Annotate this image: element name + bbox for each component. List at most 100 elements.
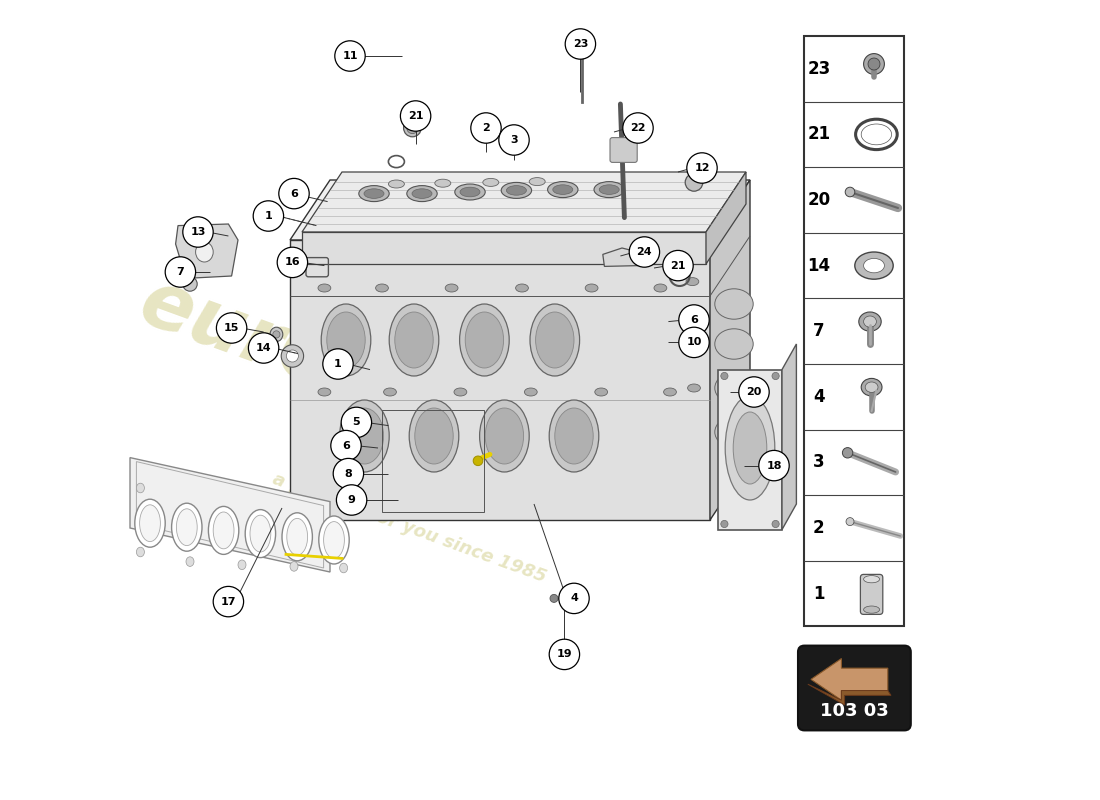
Ellipse shape — [715, 329, 754, 359]
Circle shape — [217, 313, 246, 343]
Ellipse shape — [550, 594, 558, 602]
Text: 22: 22 — [630, 123, 646, 133]
Ellipse shape — [208, 506, 239, 554]
Ellipse shape — [663, 388, 676, 396]
Circle shape — [565, 29, 595, 59]
Ellipse shape — [485, 408, 524, 464]
Ellipse shape — [321, 304, 371, 376]
Text: 4: 4 — [813, 388, 825, 406]
Polygon shape — [718, 370, 782, 530]
Polygon shape — [807, 684, 891, 705]
Text: 24: 24 — [637, 247, 652, 257]
Ellipse shape — [359, 186, 389, 202]
Ellipse shape — [460, 304, 509, 376]
Polygon shape — [130, 458, 330, 572]
Text: 103 03: 103 03 — [820, 702, 889, 720]
Ellipse shape — [654, 284, 667, 292]
Ellipse shape — [465, 312, 504, 368]
Circle shape — [549, 639, 580, 670]
Text: 23: 23 — [573, 39, 588, 49]
Text: 19: 19 — [557, 650, 572, 659]
FancyBboxPatch shape — [798, 646, 911, 730]
Polygon shape — [782, 344, 796, 530]
Ellipse shape — [720, 520, 728, 528]
Text: 1: 1 — [334, 359, 342, 369]
Ellipse shape — [364, 189, 384, 198]
Text: 5: 5 — [353, 418, 360, 427]
Ellipse shape — [183, 277, 197, 291]
Ellipse shape — [286, 350, 298, 362]
Text: 4: 4 — [570, 594, 578, 603]
Polygon shape — [302, 232, 706, 264]
Ellipse shape — [861, 378, 882, 396]
Ellipse shape — [273, 331, 280, 338]
Ellipse shape — [846, 518, 854, 526]
Text: 18: 18 — [767, 461, 782, 470]
Ellipse shape — [502, 182, 531, 198]
Circle shape — [686, 153, 717, 183]
Ellipse shape — [868, 58, 880, 70]
Ellipse shape — [415, 408, 453, 464]
Circle shape — [213, 586, 243, 617]
Polygon shape — [176, 224, 238, 278]
Ellipse shape — [136, 483, 144, 493]
Ellipse shape — [772, 520, 779, 528]
Ellipse shape — [270, 327, 283, 342]
Text: 2: 2 — [482, 123, 490, 133]
Circle shape — [400, 101, 431, 131]
Ellipse shape — [553, 185, 573, 194]
Ellipse shape — [595, 388, 607, 396]
Ellipse shape — [864, 316, 877, 327]
Ellipse shape — [480, 400, 529, 472]
FancyBboxPatch shape — [610, 138, 637, 162]
Polygon shape — [706, 172, 746, 264]
Ellipse shape — [282, 513, 312, 561]
Ellipse shape — [483, 178, 498, 186]
Ellipse shape — [715, 373, 754, 403]
Circle shape — [333, 458, 364, 489]
Text: 21: 21 — [408, 111, 424, 121]
Ellipse shape — [136, 547, 144, 557]
Text: 10: 10 — [686, 338, 702, 347]
Ellipse shape — [290, 562, 298, 571]
Ellipse shape — [404, 119, 421, 137]
Text: 11: 11 — [342, 51, 358, 61]
Ellipse shape — [548, 182, 578, 198]
Text: 21: 21 — [807, 126, 830, 143]
Ellipse shape — [140, 505, 161, 542]
Circle shape — [559, 583, 590, 614]
Circle shape — [253, 201, 284, 231]
Ellipse shape — [327, 312, 365, 368]
Ellipse shape — [686, 278, 698, 286]
Ellipse shape — [715, 417, 754, 447]
Ellipse shape — [688, 384, 701, 392]
Ellipse shape — [407, 186, 437, 202]
FancyBboxPatch shape — [860, 574, 883, 614]
Circle shape — [679, 327, 710, 358]
Text: 1: 1 — [264, 211, 273, 221]
Circle shape — [165, 257, 196, 287]
Circle shape — [759, 450, 789, 481]
Polygon shape — [302, 172, 746, 232]
Text: 3: 3 — [813, 454, 825, 471]
Ellipse shape — [859, 312, 881, 331]
Text: 6: 6 — [290, 189, 298, 198]
Circle shape — [629, 237, 660, 267]
Circle shape — [341, 407, 372, 438]
Ellipse shape — [864, 606, 880, 614]
Text: 21: 21 — [670, 261, 685, 270]
Circle shape — [334, 41, 365, 71]
Ellipse shape — [861, 124, 892, 145]
Ellipse shape — [460, 187, 480, 197]
Text: 6: 6 — [342, 441, 350, 450]
Ellipse shape — [866, 382, 878, 392]
FancyBboxPatch shape — [804, 36, 904, 626]
Ellipse shape — [772, 372, 779, 380]
Circle shape — [331, 430, 361, 461]
Ellipse shape — [388, 180, 405, 188]
Ellipse shape — [720, 372, 728, 380]
Ellipse shape — [530, 304, 580, 376]
Ellipse shape — [600, 185, 619, 194]
Text: 9: 9 — [348, 495, 355, 505]
Text: 20: 20 — [746, 387, 761, 397]
